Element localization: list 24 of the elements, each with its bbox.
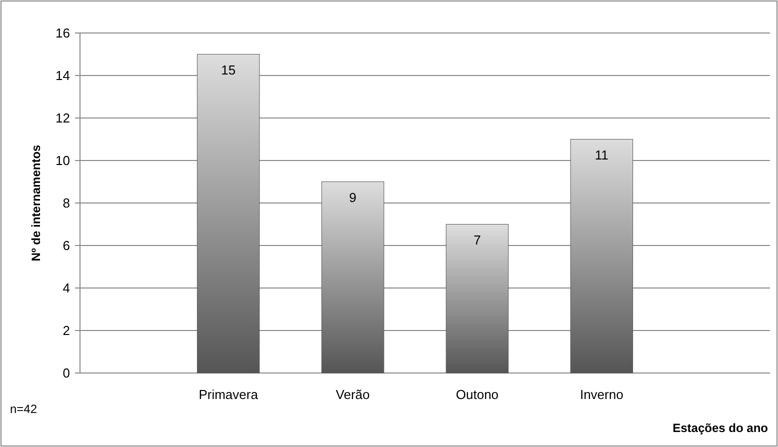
data-label: 9 bbox=[349, 190, 356, 205]
x-tick-label: Outono bbox=[456, 387, 499, 402]
y-tick-label: 8 bbox=[62, 196, 70, 211]
y-tick-label: 6 bbox=[62, 238, 70, 254]
y-tick-label: 12 bbox=[56, 110, 70, 126]
bar bbox=[570, 139, 634, 374]
y-axis-title: Nº de internamentos bbox=[29, 144, 43, 262]
text: n=42 bbox=[10, 402, 38, 416]
x-tick-label: Primavera bbox=[198, 387, 259, 402]
x-tick-label: Inverno bbox=[580, 387, 624, 402]
bar bbox=[321, 182, 384, 374]
data-label: 15 bbox=[221, 62, 236, 78]
y-tick-label: 16 bbox=[56, 26, 70, 41]
bar bbox=[446, 224, 509, 374]
y-tick-label: 10 bbox=[56, 153, 70, 168]
y-tick-label: 4 bbox=[62, 280, 70, 296]
x-axis-title: Estações do ano bbox=[672, 421, 768, 435]
data-label: 7 bbox=[474, 232, 481, 248]
y-tick-label: 2 bbox=[62, 323, 70, 338]
y-tick-label: 14 bbox=[56, 68, 70, 84]
x-tick-label: Verão bbox=[336, 387, 370, 402]
data-label: 11 bbox=[594, 147, 608, 162]
y-tick-label: 0 bbox=[62, 366, 70, 381]
bar bbox=[196, 54, 260, 374]
